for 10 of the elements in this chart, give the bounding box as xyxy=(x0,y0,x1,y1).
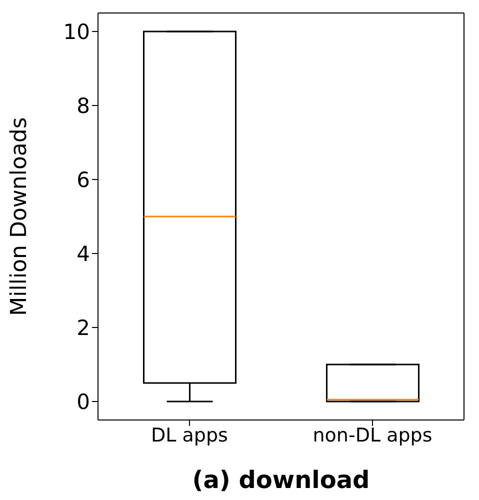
y-tick-label: 6 xyxy=(76,168,90,192)
text: (a) download xyxy=(192,466,370,494)
x-tick-label: DL apps xyxy=(151,424,228,446)
y-tick-label: 10 xyxy=(63,20,90,44)
y-tick-label: 2 xyxy=(76,316,90,340)
x-tick-label: non-DL apps xyxy=(312,424,432,446)
y-tick-label: 8 xyxy=(76,94,90,118)
y-tick-label: 4 xyxy=(76,242,90,266)
y-axis-title: Million Downloads xyxy=(6,117,32,316)
y-tick-label: 0 xyxy=(76,390,90,414)
